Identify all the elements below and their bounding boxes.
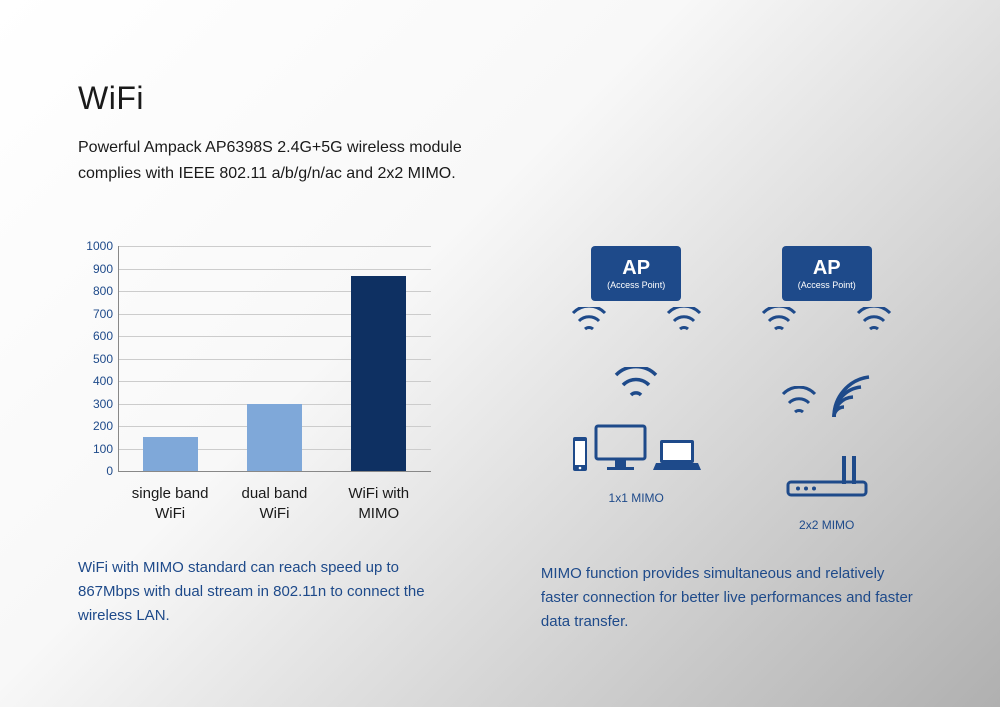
mimo-2x2-column: AP (Access Point): [737, 246, 917, 532]
access-point-box: AP (Access Point): [782, 246, 872, 301]
y-tick-label: 400: [93, 374, 113, 388]
subtitle: Powerful Ampack AP6398S 2.4G+5G wireless…: [78, 135, 498, 186]
y-tick-label: 300: [93, 397, 113, 411]
router-icon: [782, 450, 872, 500]
y-tick-label: 100: [93, 442, 113, 456]
ap-label: AP: [622, 257, 650, 280]
chart-bar: [143, 437, 198, 471]
y-tick-label: 200: [93, 419, 113, 433]
smartphone-icon: [571, 435, 589, 473]
y-tick-label: 0: [106, 464, 113, 478]
y-tick-label: 1000: [86, 239, 113, 253]
mimo-diagram: AP (Access Point): [541, 246, 922, 532]
wifi-wave-icon: [854, 307, 894, 337]
monitor-icon: [593, 423, 648, 473]
wifi-wave-icon: [569, 307, 609, 337]
ap-sublabel: (Access Point): [607, 280, 665, 290]
x-axis-label: dual bandWiFi: [234, 484, 314, 525]
chart-caption: WiFi with MIMO standard can reach speed …: [78, 556, 441, 628]
ap-label: AP: [813, 257, 841, 280]
x-axis-label: single bandWiFi: [130, 484, 210, 525]
mimo-caption: MIMO function provides simultaneous and …: [541, 562, 922, 634]
y-tick-label: 500: [93, 352, 113, 366]
y-tick-label: 600: [93, 329, 113, 343]
wifi-speed-chart: 01002003004005006007008009001000 single …: [78, 246, 441, 526]
y-tick-label: 700: [93, 307, 113, 321]
x-axis-label: WiFi withMIMO: [339, 484, 419, 525]
mimo-2x2-label: 2x2 MIMO: [799, 518, 854, 532]
chart-bar: [351, 276, 406, 471]
wifi-wave-icon: [664, 307, 704, 337]
ap-sublabel: (Access Point): [798, 280, 856, 290]
wifi-wave-icon: [611, 367, 661, 403]
chart-bar: [247, 404, 302, 472]
wifi-wave-icon: [759, 307, 799, 337]
y-tick-label: 900: [93, 262, 113, 276]
page-title: WiFi: [78, 80, 922, 117]
laptop-icon: [652, 437, 702, 473]
y-tick-label: 800: [93, 284, 113, 298]
access-point-box: AP (Access Point): [591, 246, 681, 301]
mimo-1x1-label: 1x1 MIMO: [609, 491, 664, 505]
mimo-1x1-column: AP (Access Point): [546, 246, 726, 532]
wifi-wave-icon: [779, 386, 819, 422]
signal-arc-icon: [829, 367, 874, 422]
